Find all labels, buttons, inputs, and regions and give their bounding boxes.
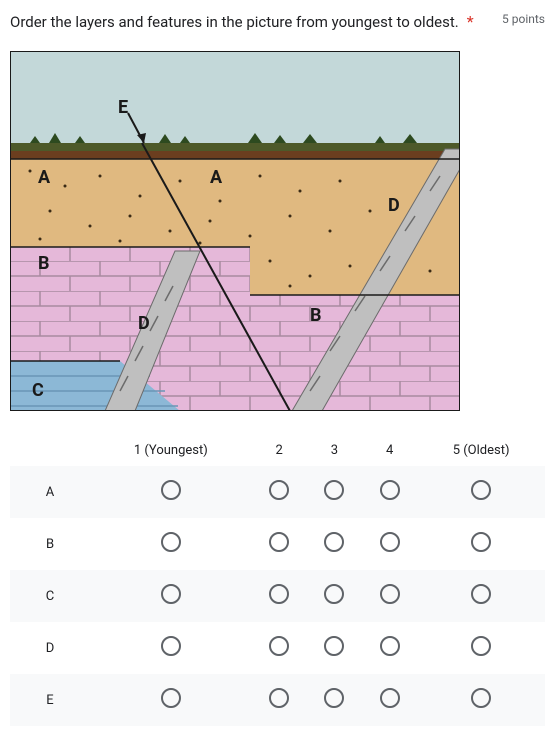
table-row: B	[10, 518, 545, 570]
column-header-4: 4	[362, 435, 417, 466]
radio-b-3[interactable]	[324, 532, 344, 552]
svg-text:B: B	[310, 305, 322, 326]
row-label-a: A	[10, 466, 90, 518]
svg-text:B: B	[38, 253, 50, 274]
radio-e-5[interactable]	[471, 688, 491, 708]
question-text: Order the layers and features in the pic…	[10, 13, 459, 31]
svg-text:C: C	[32, 380, 44, 401]
radio-a-3[interactable]	[324, 480, 344, 500]
required-asterisk: *	[467, 12, 474, 31]
row-label-d: D	[10, 622, 90, 674]
radio-e-2[interactable]	[269, 688, 289, 708]
radio-d-5[interactable]	[471, 636, 491, 656]
radio-e-3[interactable]	[324, 688, 344, 708]
radio-c-2[interactable]	[269, 584, 289, 604]
table-row: C	[10, 570, 545, 622]
row-label-c: C	[10, 570, 90, 622]
radio-d-2[interactable]	[269, 636, 289, 656]
radio-c-3[interactable]	[324, 584, 344, 604]
row-label-e: E	[10, 674, 90, 726]
radio-a-5[interactable]	[471, 480, 491, 500]
points-label: 5 points	[502, 12, 545, 26]
table-row: E	[10, 674, 545, 726]
svg-text:A: A	[210, 167, 223, 188]
row-label-b: B	[10, 518, 90, 570]
svg-text:E: E	[118, 97, 128, 118]
table-row: A	[10, 466, 545, 518]
radio-grid: 1 (Youngest) 2 3 4 5 (Oldest) A B C	[10, 435, 545, 726]
radio-c-5[interactable]	[471, 584, 491, 604]
column-header-3: 3	[307, 435, 362, 466]
radio-a-2[interactable]	[269, 480, 289, 500]
geology-diagram: A A B B C D D E	[10, 51, 460, 411]
table-row: D	[10, 622, 545, 674]
radio-b-2[interactable]	[269, 532, 289, 552]
radio-c-4[interactable]	[380, 584, 400, 604]
radio-a-1[interactable]	[161, 480, 181, 500]
radio-c-1[interactable]	[161, 584, 181, 604]
svg-text:D: D	[388, 195, 400, 216]
radio-d-1[interactable]	[161, 636, 181, 656]
column-header-1: 1 (Youngest)	[90, 435, 252, 466]
radio-b-1[interactable]	[161, 532, 181, 552]
svg-text:A: A	[38, 167, 51, 188]
column-header-2: 2	[252, 435, 307, 466]
radio-e-4[interactable]	[380, 688, 400, 708]
radio-d-4[interactable]	[380, 636, 400, 656]
radio-d-3[interactable]	[324, 636, 344, 656]
radio-e-1[interactable]	[161, 688, 181, 708]
column-header-5: 5 (Oldest)	[417, 435, 545, 466]
radio-b-5[interactable]	[471, 532, 491, 552]
svg-text:D: D	[138, 313, 150, 334]
radio-a-4[interactable]	[380, 480, 400, 500]
radio-b-4[interactable]	[380, 532, 400, 552]
